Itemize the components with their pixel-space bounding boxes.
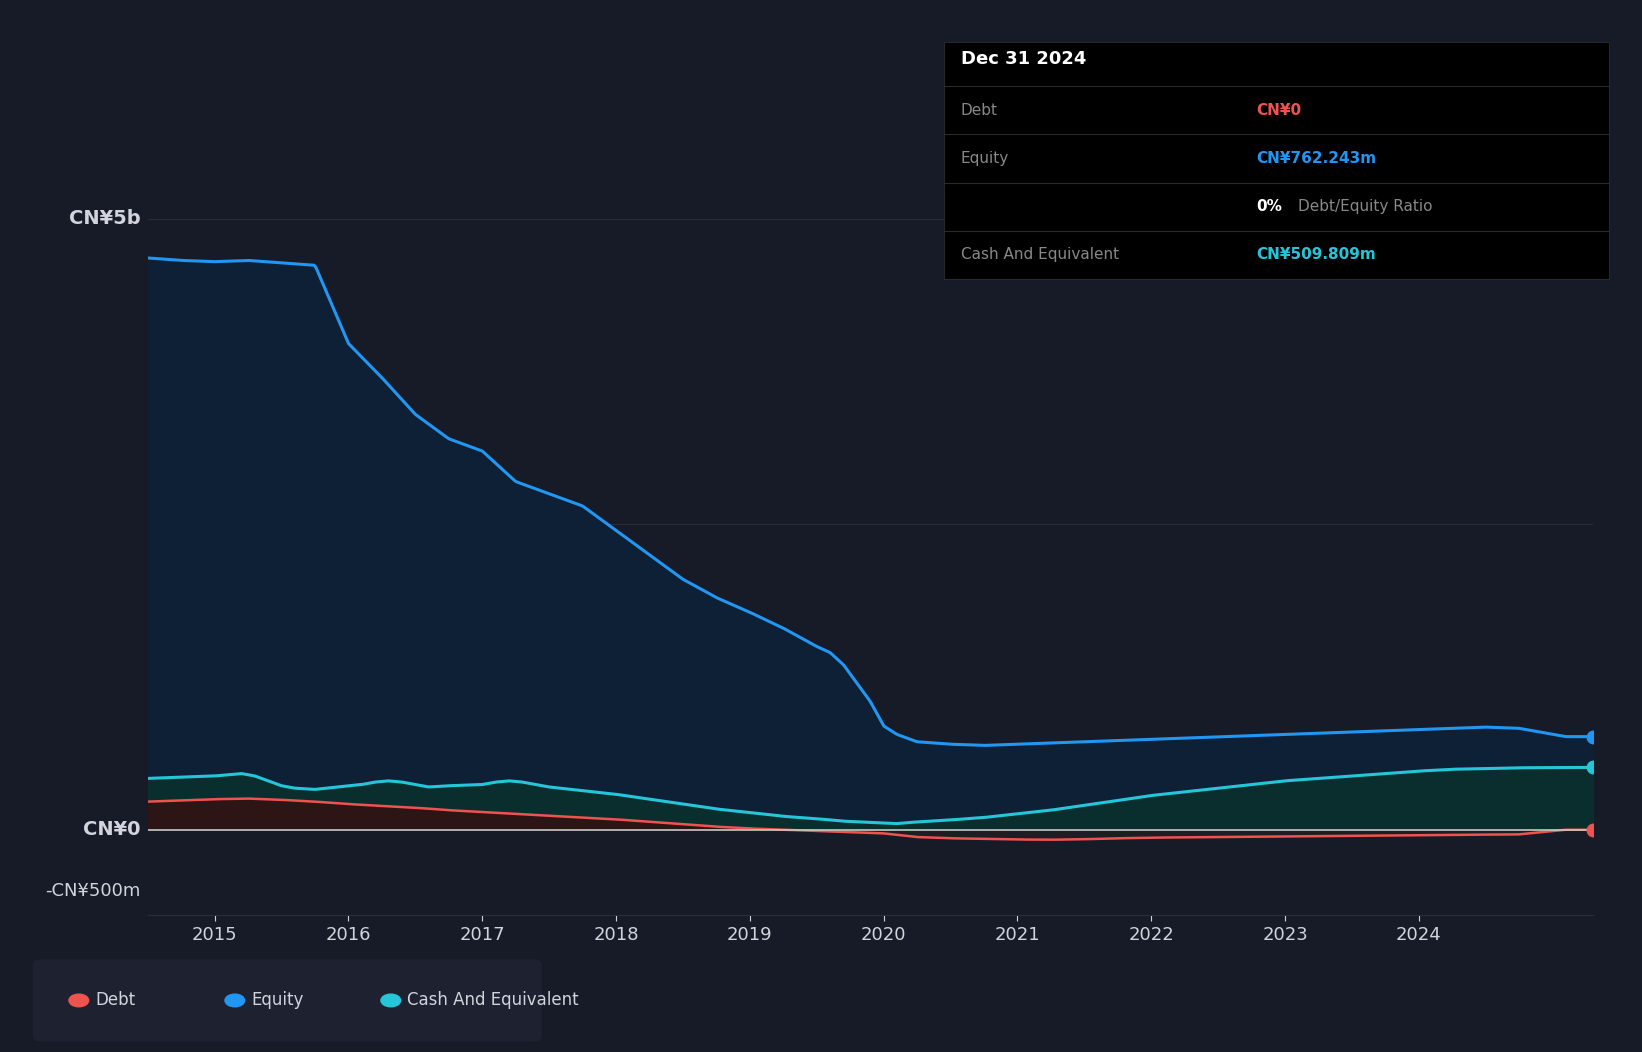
Text: CN¥5b: CN¥5b: [69, 209, 141, 228]
Text: Equity: Equity: [961, 150, 1008, 166]
Text: Cash And Equivalent: Cash And Equivalent: [961, 247, 1118, 262]
Text: Debt/Equity Ratio: Debt/Equity Ratio: [1297, 199, 1432, 215]
Text: Cash And Equivalent: Cash And Equivalent: [407, 991, 580, 1010]
Text: 0%: 0%: [1256, 199, 1282, 215]
Text: CN¥0: CN¥0: [84, 821, 141, 839]
Text: CN¥509.809m: CN¥509.809m: [1256, 247, 1376, 262]
Text: CN¥0: CN¥0: [1256, 103, 1302, 118]
Text: Equity: Equity: [251, 991, 304, 1010]
Text: Debt: Debt: [95, 991, 135, 1010]
Text: Debt: Debt: [961, 103, 998, 118]
Text: Dec 31 2024: Dec 31 2024: [961, 50, 1085, 68]
Text: CN¥762.243m: CN¥762.243m: [1256, 150, 1378, 166]
Text: -CN¥500m: -CN¥500m: [46, 882, 141, 899]
